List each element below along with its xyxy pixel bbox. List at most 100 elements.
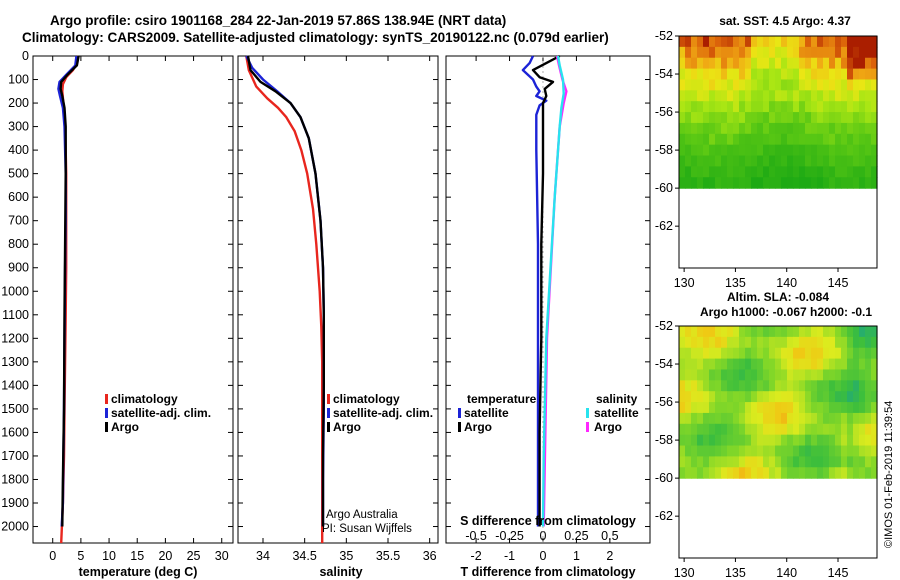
legend-label: climatology xyxy=(333,392,400,406)
map-cell xyxy=(817,79,824,91)
map-cell xyxy=(871,144,878,157)
map-cell xyxy=(817,177,824,189)
map-cell xyxy=(733,112,740,124)
legend-swatch xyxy=(327,422,330,432)
map-cell xyxy=(805,326,812,338)
map-cell xyxy=(859,177,866,189)
map-cell xyxy=(763,347,770,360)
map-cell xyxy=(721,445,728,457)
map-cell xyxy=(727,336,734,349)
map-cell xyxy=(685,57,692,70)
map-cell xyxy=(757,101,764,113)
map-cell xyxy=(757,380,764,392)
map-cell xyxy=(841,68,848,81)
map-cell xyxy=(721,358,728,371)
map-cell xyxy=(823,402,830,414)
map-y-tick-label: -58 xyxy=(655,433,673,447)
map-cell xyxy=(823,133,830,146)
map-cell xyxy=(853,90,860,102)
map-cell xyxy=(781,326,788,338)
map-cell xyxy=(685,423,692,436)
map-cell xyxy=(799,144,806,157)
map-x-tick-label: 145 xyxy=(828,566,849,580)
map-cell xyxy=(769,155,776,167)
map-cell xyxy=(775,402,782,414)
map-cell xyxy=(859,155,866,167)
map-cell xyxy=(733,101,740,113)
map-cell xyxy=(805,166,812,178)
map-cell xyxy=(697,467,704,479)
map-cell xyxy=(871,445,878,457)
map-cell xyxy=(781,133,788,146)
depth-tick-label: 200 xyxy=(8,96,29,110)
map-cell xyxy=(817,68,824,81)
map-cell xyxy=(823,90,830,102)
map-cell xyxy=(853,133,860,146)
map-cell xyxy=(865,326,872,338)
map-cell xyxy=(763,391,770,403)
x-tick-label: 10 xyxy=(102,549,116,563)
map-cell xyxy=(865,112,872,124)
map-cell xyxy=(841,467,848,479)
map-cell xyxy=(799,412,806,425)
map-cell xyxy=(841,358,848,371)
map-cell xyxy=(781,57,788,70)
x-tick-label: 15 xyxy=(130,549,144,563)
map-cell xyxy=(781,112,788,124)
map-cell xyxy=(811,133,818,146)
map-cell xyxy=(853,402,860,414)
map-cell xyxy=(871,68,878,81)
map-cell xyxy=(745,144,752,157)
map-cell xyxy=(865,133,872,146)
map-cell xyxy=(811,380,818,392)
map-cell xyxy=(685,445,692,457)
map-cell xyxy=(733,391,740,403)
map-cell xyxy=(703,326,710,338)
map-cell xyxy=(829,412,836,425)
map-cell xyxy=(847,155,854,167)
map-cell xyxy=(829,434,836,447)
map-cell xyxy=(733,133,740,146)
map-cell xyxy=(715,456,722,468)
map-cell xyxy=(787,423,794,436)
map-cell xyxy=(853,177,860,189)
map-cell xyxy=(841,166,848,178)
map-cell xyxy=(715,133,722,146)
map-cell xyxy=(859,347,866,360)
map-cell xyxy=(727,90,734,102)
map-cell xyxy=(847,144,854,157)
map-cell xyxy=(703,380,710,392)
map-cell xyxy=(769,46,776,59)
x-tick-label: 1 xyxy=(573,549,580,563)
map-cell xyxy=(763,144,770,157)
map-cell xyxy=(751,358,758,371)
map-cell xyxy=(733,402,740,414)
map-cell xyxy=(691,347,698,360)
map-cell xyxy=(703,68,710,81)
map-cell xyxy=(865,369,872,381)
map-cell xyxy=(859,391,866,403)
legend-label: climatology xyxy=(111,392,178,406)
map-cell xyxy=(727,57,734,70)
map-cell xyxy=(811,122,818,135)
map-cell xyxy=(739,423,746,436)
map-cell xyxy=(823,177,830,189)
map-cell xyxy=(805,57,812,70)
map-cell xyxy=(793,122,800,135)
x-tick-label: -1 xyxy=(504,549,515,563)
map-cell xyxy=(745,177,752,189)
map-cell xyxy=(811,445,818,457)
map-cell xyxy=(853,155,860,167)
map-cell xyxy=(847,467,854,479)
map-cell xyxy=(859,445,866,457)
map-cell xyxy=(751,177,758,189)
map-cell xyxy=(841,112,848,124)
map-cell xyxy=(763,467,770,479)
map-cell xyxy=(871,412,878,425)
map-cell xyxy=(853,122,860,135)
map-cell xyxy=(739,434,746,447)
map-cell xyxy=(811,358,818,371)
map-cell xyxy=(859,90,866,102)
map-cell xyxy=(679,68,686,81)
x-tick-label: 35 xyxy=(339,549,353,563)
